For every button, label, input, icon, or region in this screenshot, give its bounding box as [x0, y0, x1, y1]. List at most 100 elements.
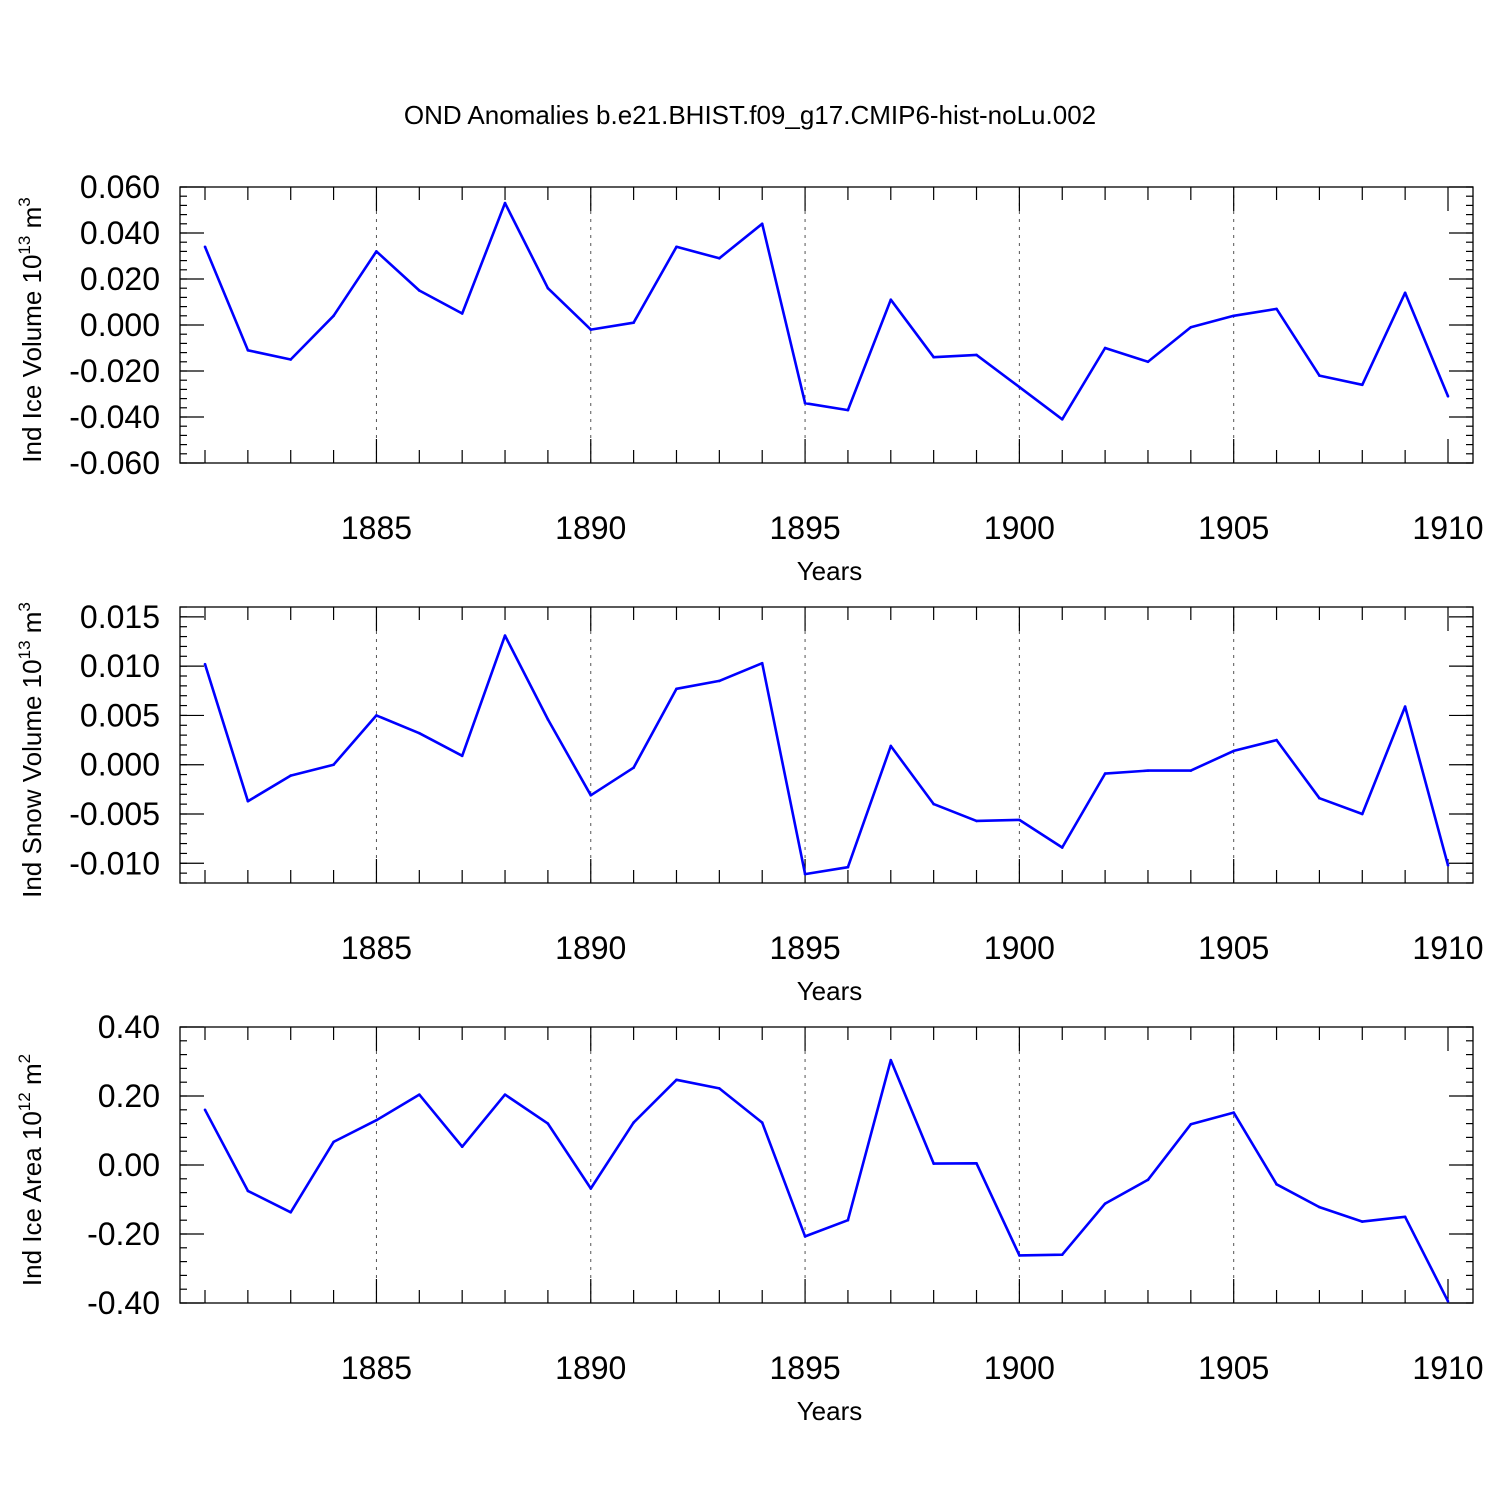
data-point	[418, 1093, 421, 1096]
y-tick-label: -0.020	[69, 353, 160, 389]
y-tick-label: 0.00	[98, 1147, 160, 1183]
y-tick-label: 0.40	[98, 1009, 160, 1045]
data-point	[1189, 326, 1193, 329]
data-point	[1060, 1253, 1064, 1256]
data-point	[1103, 1202, 1107, 1205]
y-axis-title-exponent: 13	[15, 236, 34, 255]
data-point	[1275, 307, 1278, 311]
y-tick-label: -0.40	[87, 1285, 160, 1321]
y-tick-label: 0.20	[98, 1078, 160, 1114]
x-tick-label: 1900	[984, 1350, 1055, 1386]
x-tick-label: 1890	[555, 1350, 626, 1386]
x-tick-label: 1890	[555, 930, 626, 966]
data-point	[1360, 1220, 1364, 1223]
y-tick-label: -0.010	[69, 845, 160, 881]
y-axis-title-base: Ind Ice Volume 10	[17, 255, 47, 463]
data-point	[460, 1145, 464, 1149]
data-point	[675, 1078, 678, 1082]
data-point	[332, 1140, 335, 1144]
x-tick-label: 1905	[1198, 510, 1269, 546]
data-point	[675, 687, 678, 691]
y-axis-title: Ind Ice Area 1012 m2	[15, 1054, 47, 1286]
data-point	[418, 289, 421, 292]
y-axis-title: Ind Ice Volume 1013 m3	[15, 197, 47, 462]
data-point	[1275, 738, 1278, 742]
data-point	[889, 298, 893, 302]
data-point	[760, 1121, 764, 1124]
data-point	[1232, 314, 1235, 318]
y-tick-label: 0.015	[80, 599, 160, 635]
data-point	[975, 819, 978, 823]
data-point	[375, 250, 378, 253]
y-tick-label: 0.060	[80, 169, 160, 205]
x-tick-label: 1905	[1198, 930, 1269, 966]
data-point	[1232, 1111, 1235, 1114]
data-point	[975, 353, 978, 357]
data-point	[289, 1210, 293, 1214]
chart-title: OND Anomalies b.e21.BHIST.f09_g17.CMIP6-…	[404, 100, 1096, 130]
y-axis-title-exponent: 12	[15, 1092, 34, 1111]
y-tick-label: 0.040	[80, 215, 160, 251]
plot-frame	[179, 1026, 1474, 1304]
data-point	[1232, 749, 1235, 753]
y-tick-label: 0.005	[80, 697, 160, 733]
data-point	[375, 1118, 378, 1122]
data-point	[1060, 846, 1064, 849]
panel-snow-volume: -0.010 -0.005 0.000 0.005 0.010 0.015 1885 1890…	[15, 599, 1484, 1006]
data-point	[803, 401, 807, 405]
data-point	[1103, 346, 1107, 350]
y-tick-label: 0.000	[80, 747, 160, 783]
data-point	[460, 754, 464, 758]
x-tick-label: 1885	[341, 510, 412, 546]
data-point	[632, 321, 635, 325]
x-tick-label: 1890	[555, 510, 626, 546]
data-point	[246, 1189, 250, 1193]
y-axis-title-exponent: 13	[15, 640, 34, 659]
data-point	[803, 1235, 807, 1238]
y-axis-title-unit: m	[17, 612, 47, 641]
data-point	[1018, 818, 1021, 822]
y-axis-title-unit-exponent: 2	[15, 1054, 34, 1063]
x-tick-label: 1885	[341, 1350, 412, 1386]
data-point	[675, 245, 678, 249]
panel-ice-area: -0.40 -0.20 0.00 0.20 0.40 1885 1890 1895 1900 19…	[15, 1009, 1484, 1426]
data-point	[1446, 863, 1450, 867]
y-tick-label: -0.060	[69, 445, 160, 481]
data-point	[546, 286, 550, 290]
series-line	[203, 201, 1450, 421]
data-point	[846, 865, 850, 869]
x-tick-label: 1900	[984, 930, 1055, 966]
data-point	[632, 1121, 635, 1124]
data-point	[546, 1122, 550, 1125]
data-point	[803, 872, 807, 876]
data-point	[246, 349, 250, 352]
data-point	[1318, 1205, 1321, 1209]
series-line	[203, 1058, 1450, 1302]
data-point	[203, 245, 207, 249]
data-point	[1146, 1178, 1150, 1182]
data-point	[203, 662, 207, 666]
data-point	[289, 358, 293, 361]
data-point	[1403, 291, 1407, 295]
y-tick-label: -0.20	[87, 1216, 160, 1252]
data-point	[1403, 705, 1407, 708]
data-point	[1403, 1215, 1407, 1219]
y-axis-title-base: Ind Snow Volume 10	[17, 659, 47, 898]
data-point	[975, 1161, 978, 1165]
data-point	[932, 1162, 935, 1165]
data-point	[332, 763, 335, 767]
plot-frame	[179, 186, 1474, 464]
data-point	[589, 1187, 593, 1190]
x-axis-title: Years	[797, 556, 863, 586]
data-point	[1446, 395, 1450, 398]
data-point	[760, 661, 764, 665]
data-point	[1446, 1299, 1450, 1303]
data-point	[589, 793, 593, 797]
y-axis-title: Ind Snow Volume 1013 m3	[15, 602, 47, 898]
data-point	[1318, 374, 1321, 377]
x-tick-label: 1895	[769, 1350, 840, 1386]
data-point	[418, 731, 421, 735]
x-tick-label: 1895	[769, 930, 840, 966]
y-tick-label: -0.005	[69, 796, 160, 832]
